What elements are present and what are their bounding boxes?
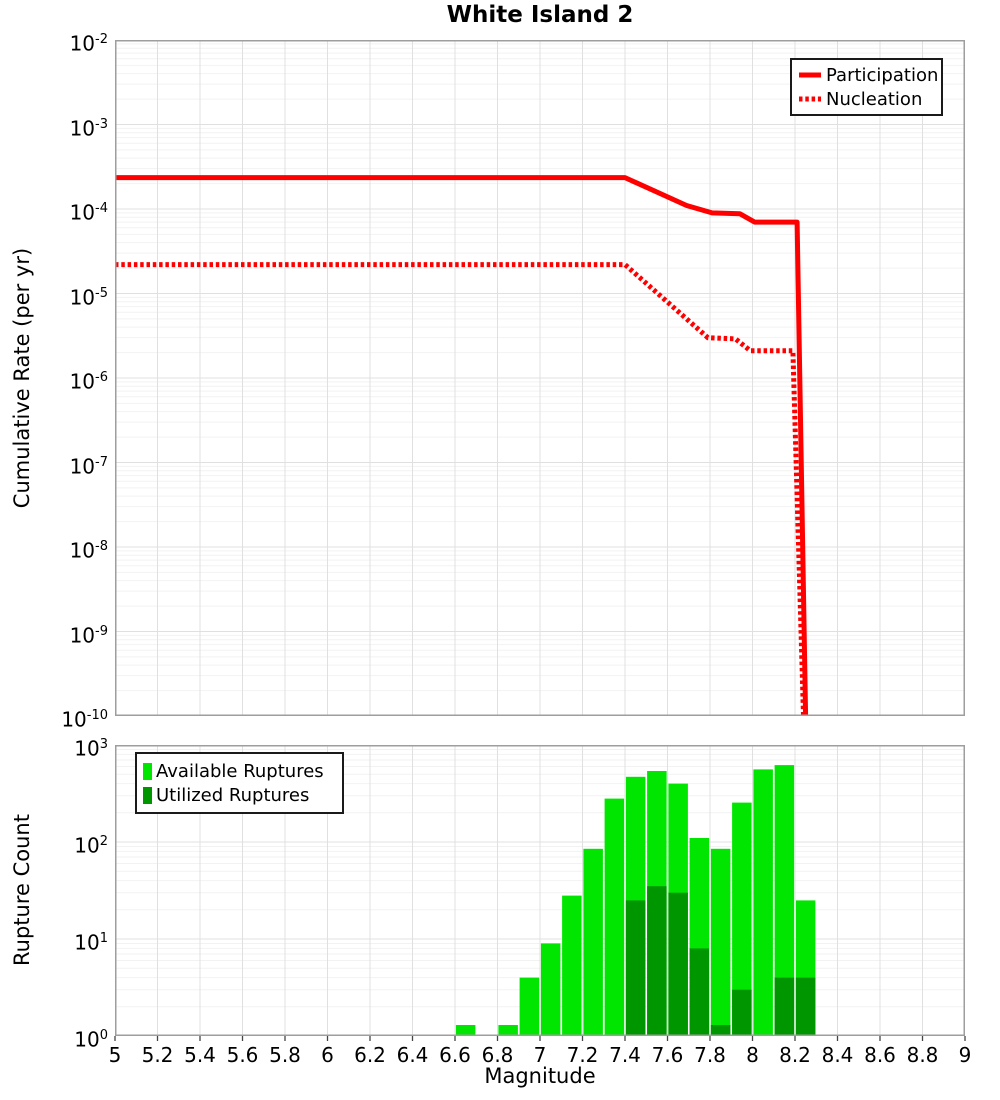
available-bar bbox=[583, 848, 603, 1036]
x-tick-label: 8.4 bbox=[821, 1043, 854, 1067]
x-tick-label: 7.2 bbox=[566, 1043, 599, 1067]
cumulative-rate-plot bbox=[115, 40, 965, 717]
y-tick-label: 102 bbox=[74, 833, 108, 858]
available-bar bbox=[562, 895, 582, 1036]
participation-line bbox=[115, 175, 809, 717]
x-tick-label: 8.6 bbox=[864, 1043, 896, 1067]
legend-label: Nucleation bbox=[826, 88, 923, 110]
utilized-bar bbox=[795, 977, 816, 1036]
legend-item-participation: Participation bbox=[798, 64, 939, 86]
y-tick-label: 10-2 bbox=[69, 31, 108, 56]
utilized-bar bbox=[647, 886, 667, 1036]
count-legend: Available Ruptures Utilized Ruptures bbox=[135, 752, 344, 814]
y-tick-label: 101 bbox=[74, 930, 108, 955]
x-tick-label: 7 bbox=[533, 1043, 547, 1067]
available-bar bbox=[774, 765, 795, 1036]
x-tick-label: 9 bbox=[958, 1043, 972, 1067]
legend-label: Available Ruptures bbox=[156, 760, 324, 782]
available-bar bbox=[710, 848, 731, 1036]
x-tick-label: 5.6 bbox=[226, 1043, 259, 1067]
x-tick-label: 5.2 bbox=[141, 1043, 174, 1067]
available-bar bbox=[753, 769, 773, 1036]
x-tick-label: 6.8 bbox=[481, 1043, 514, 1067]
y-tick-label: 10-3 bbox=[69, 116, 108, 141]
y-tick-label: 10-9 bbox=[69, 623, 108, 648]
legend-label: Utilized Ruptures bbox=[156, 784, 310, 806]
x-tick-label: 5.4 bbox=[184, 1043, 216, 1067]
x-tick-label: 7.8 bbox=[694, 1043, 726, 1067]
available-bar bbox=[604, 798, 625, 1036]
legend-label: Participation bbox=[826, 64, 939, 86]
utilized-bar bbox=[732, 989, 752, 1036]
x-tick-label: 8 bbox=[746, 1043, 759, 1067]
x-tick-label: 7.6 bbox=[651, 1043, 684, 1067]
legend-item-nucleation: Nucleation bbox=[798, 89, 935, 110]
x-tick-label: 5 bbox=[108, 1043, 122, 1067]
nucleation-line bbox=[115, 262, 806, 717]
legend-item-available: Available Ruptures bbox=[143, 761, 336, 782]
utilized-bar bbox=[710, 1025, 731, 1036]
available-bar bbox=[455, 1025, 476, 1036]
available-bar bbox=[540, 943, 561, 1036]
x-tick-label: 8.2 bbox=[779, 1043, 811, 1067]
x-axis-title: Magnitude bbox=[484, 1064, 596, 1088]
y-tick-label: 10-5 bbox=[69, 285, 108, 310]
utilized-bar bbox=[689, 948, 710, 1036]
utilized-bar bbox=[668, 892, 688, 1036]
y-tick-label: 103 bbox=[74, 736, 108, 761]
y-tick-label: 10-10 bbox=[61, 707, 108, 732]
chart-title: White Island 2 bbox=[446, 2, 634, 28]
available-ruptures-swatch bbox=[143, 762, 152, 780]
participation-line-swatch bbox=[799, 72, 821, 78]
y-tick-label: 10-8 bbox=[69, 538, 108, 563]
x-tick-label: 6.6 bbox=[439, 1043, 471, 1067]
y-tick-label: 100 bbox=[74, 1027, 108, 1052]
utilized-bar bbox=[625, 900, 646, 1036]
legend-item-utilized: Utilized Ruptures bbox=[143, 785, 336, 806]
y-tick-label: 10-4 bbox=[69, 200, 108, 225]
plot-frame bbox=[115, 745, 965, 1036]
nucleation-line-swatch bbox=[799, 96, 821, 102]
plot-frame bbox=[115, 40, 965, 716]
x-tick-label: 6.2 bbox=[354, 1043, 386, 1067]
x-tick-label: 6.4 bbox=[396, 1043, 429, 1067]
available-bar bbox=[732, 802, 752, 1036]
utilized-ruptures-swatch bbox=[143, 786, 152, 804]
utilized-bar bbox=[774, 977, 795, 1036]
available-bar bbox=[498, 1025, 518, 1036]
y-tick-label: 10-6 bbox=[69, 369, 108, 394]
y-tick-label: 10-7 bbox=[69, 454, 108, 479]
rupture-count-plot bbox=[114, 745, 966, 1041]
available-bar bbox=[519, 977, 540, 1036]
x-tick-label: 6 bbox=[321, 1043, 334, 1067]
x-tick-label: 7.4 bbox=[609, 1043, 641, 1067]
x-tick-label: 8.8 bbox=[906, 1043, 939, 1067]
rate-legend: Participation Nucleation bbox=[790, 58, 943, 116]
x-tick-label: 5.8 bbox=[269, 1043, 301, 1067]
